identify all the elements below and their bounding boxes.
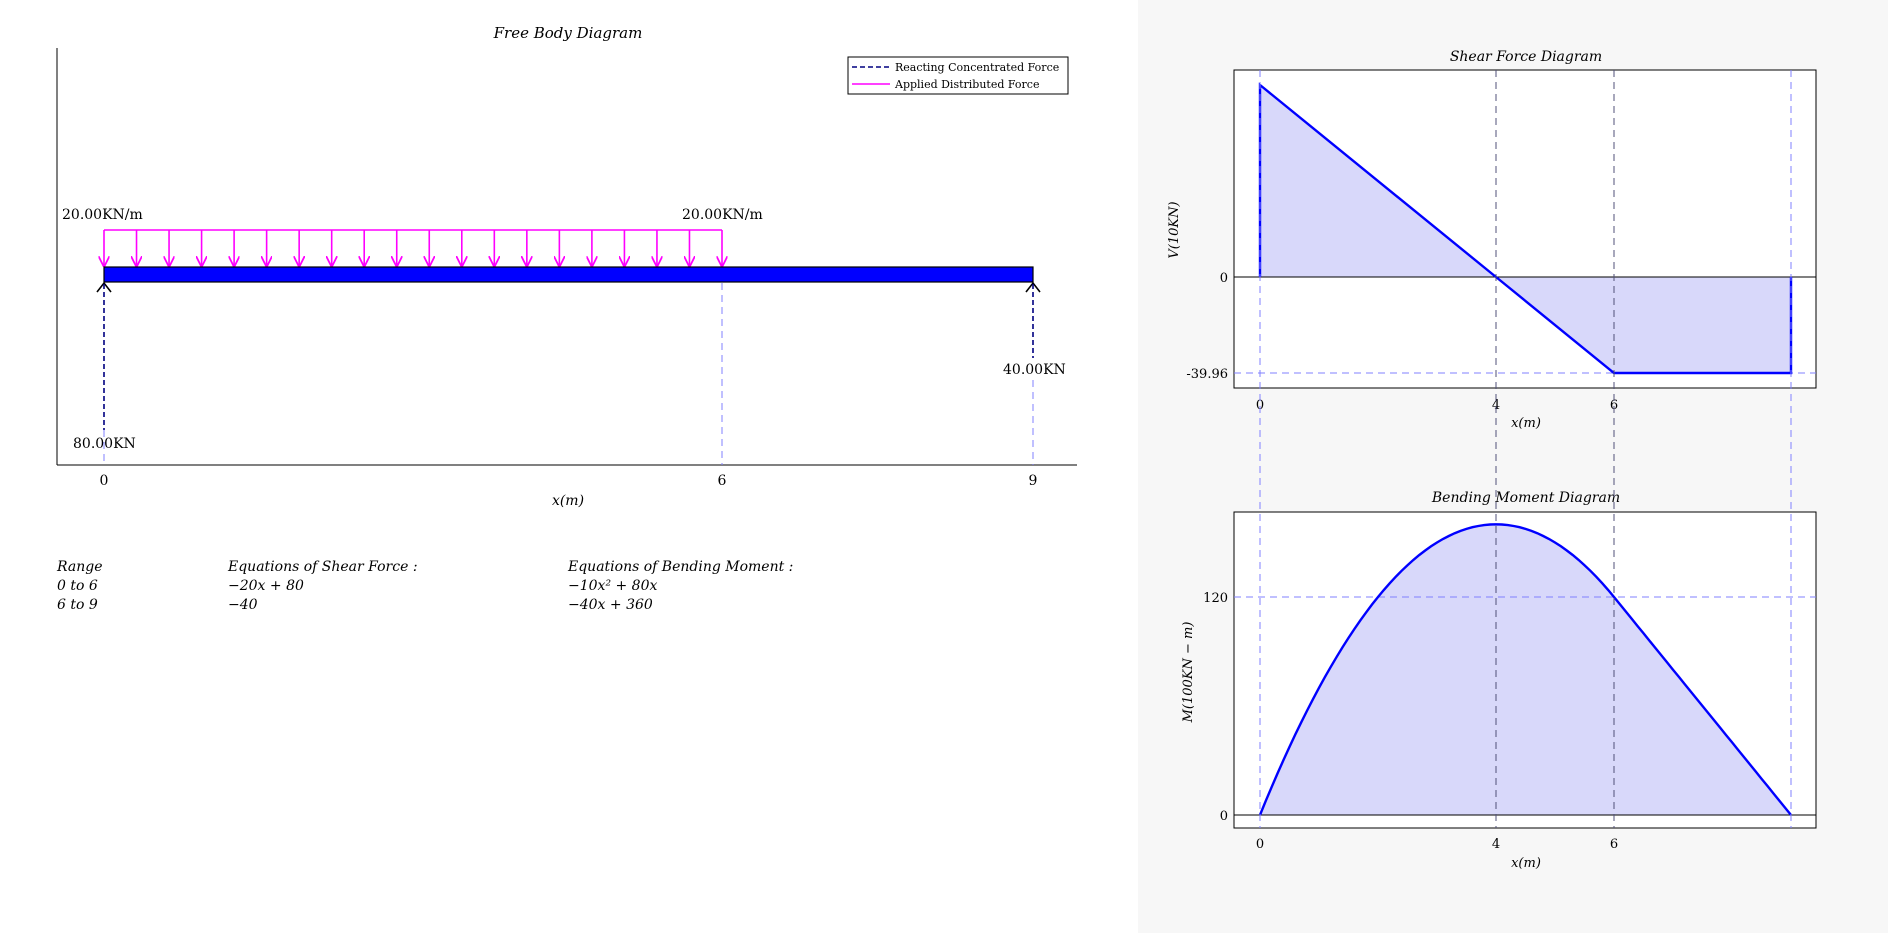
eq-row-moment: −40x + 360: [568, 597, 653, 613]
sfd-xtick-4: 4: [1492, 398, 1500, 413]
equations-table: Range Equations of Shear Force : Equatio…: [56, 559, 793, 613]
bmd-xtick-6: 6: [1610, 837, 1618, 852]
load-label-right: 20.00KN/m: [682, 207, 763, 223]
bmd-ylabel: M(100KN − m): [1181, 622, 1196, 724]
eq-row-moment: −10x² + 80x: [568, 578, 657, 594]
fbd-xlabel: x(m): [552, 493, 584, 509]
sfd-line: [1258, 82, 1793, 375]
sfd-xlabel: x(m): [1511, 416, 1541, 431]
bmd-line: [1258, 523, 1792, 816]
eq-header-shear: Equations of Shear Force :: [227, 559, 418, 575]
reaction-left-label: 80.00KN: [73, 436, 136, 452]
eq-header-range: Range: [56, 559, 102, 575]
fbd-title: Free Body Diagram: [493, 24, 643, 42]
bmd-xtick-4: 4: [1492, 837, 1500, 852]
eq-row-range: 0 to 6: [57, 578, 98, 594]
bmd-ytick-0: 0: [1220, 809, 1228, 824]
fbd-axes: [56, 48, 1077, 466]
sfd-bmd-guide-lines: [1259, 70, 1792, 828]
sfd-ylabel: V(10KN): [1167, 201, 1182, 258]
sfd-xtick-0: 0: [1256, 398, 1264, 413]
eq-header-moment: Equations of Bending Moment :: [567, 559, 793, 575]
reaction-right-label: 40.00KN: [1003, 362, 1066, 378]
beam: [103, 266, 1034, 283]
eq-row-shear: −40: [228, 597, 258, 613]
sfd-ytick-0: 0: [1220, 271, 1228, 286]
bmd-xtick-0: 0: [1256, 837, 1264, 852]
fbd-xtick-0: 0: [100, 473, 109, 489]
legend-reaction-label: Reacting Concentrated Force: [895, 61, 1059, 74]
eq-row-range: 6 to 9: [57, 597, 98, 613]
legend-distributed-label: Applied Distributed Force: [894, 78, 1039, 91]
eq-row-shear: −20x + 80: [228, 578, 304, 594]
sfd-area: [1260, 85, 1791, 373]
sfd-ytick-min: -39.96: [1186, 367, 1228, 382]
fbd-xtick-9: 9: [1029, 473, 1038, 489]
bmd-ytick-120: 120: [1203, 591, 1228, 606]
sfd-title: Shear Force Diagram: [1450, 49, 1602, 65]
reaction-right-arrow: [1025, 281, 1041, 465]
load-label-left: 20.00KN/m: [62, 207, 143, 223]
fbd-legend: Reacting Concentrated Force Applied Dist…: [847, 56, 1069, 95]
bmd-title: Bending Moment Diagram: [1431, 490, 1620, 506]
reaction-left-arrow: [96, 281, 112, 465]
fbd-xtick-6: 6: [718, 473, 727, 489]
bmd-xlabel: x(m): [1511, 856, 1541, 871]
sfd-xtick-6: 6: [1610, 398, 1618, 413]
distributed-load: [104, 229, 722, 266]
